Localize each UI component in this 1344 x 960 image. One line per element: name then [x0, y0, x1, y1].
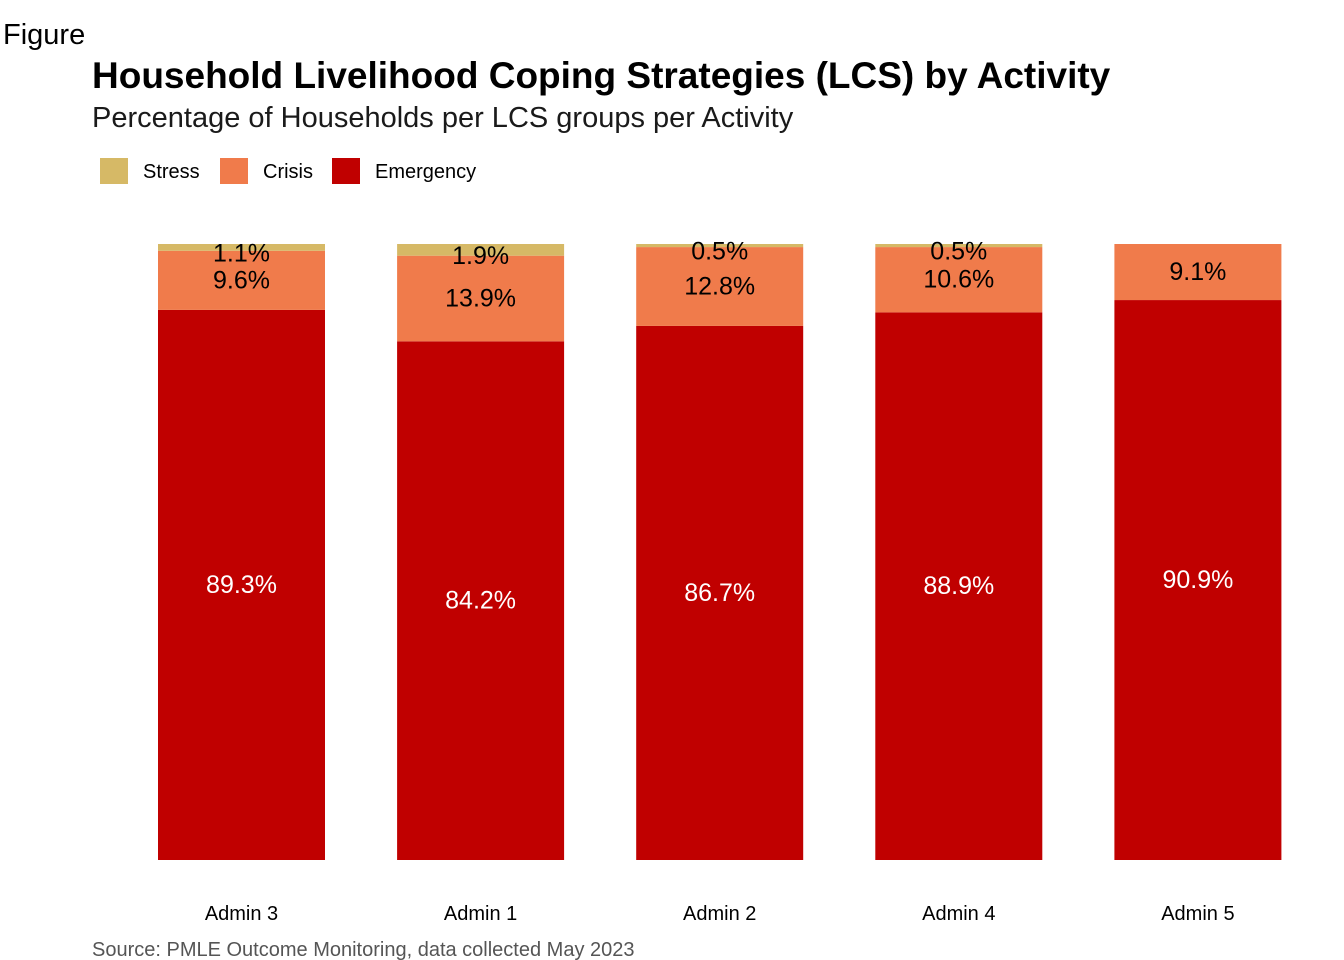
plot-area: 89.3% 84.2% 86.7% 88.9% 90.9% 9.6% 13.9% 12.8% 1… — [158, 238, 1282, 861]
data-label-crisis-admin-3: 9.6% — [213, 266, 270, 294]
data-label-emergency-admin-5: 90.9% — [1162, 566, 1233, 594]
x-tick-label-admin-2: Admin 2 — [683, 903, 756, 925]
data-label-emergency-admin-2: 86.7% — [684, 579, 755, 607]
chart-title: Household Livelihood Coping Strategies (… — [92, 55, 1111, 96]
bar-segment-emergency-admin-2 — [636, 325, 804, 860]
data-label-crisis-admin-5: 9.1% — [1169, 258, 1226, 286]
bar-segment-stress-admin-3 — [158, 244, 325, 251]
x-axis: Admin 3 Admin 1 Admin 2 Admin 4 Admin 5 — [205, 903, 1235, 925]
legend-label-emergency: Emergency — [375, 161, 476, 183]
data-label-emergency-admin-4: 88.9% — [923, 572, 994, 600]
bar-segment-crisis-admin-5 — [1114, 244, 1282, 301]
data-label-crisis-admin-1: 13.9% — [445, 285, 516, 313]
bar-segment-stress-admin-2 — [636, 244, 804, 248]
bars-layer — [158, 244, 1282, 861]
x-tick-label-admin-3: Admin 3 — [205, 903, 278, 925]
bar-segment-crisis-admin-3 — [158, 250, 325, 310]
x-tick-label-admin-1: Admin 1 — [444, 903, 517, 925]
bar-segment-stress-admin-1 — [397, 244, 565, 256]
bar-segment-stress-admin-4 — [875, 244, 1043, 248]
figure-label: Figure — [3, 19, 86, 51]
bar-segment-emergency-admin-4 — [875, 312, 1043, 860]
x-tick-label-admin-4: Admin 4 — [922, 903, 995, 925]
data-label-emergency-admin-1: 84.2% — [445, 587, 516, 615]
legend-swatch-stress — [100, 158, 128, 184]
bar-segment-emergency-admin-3 — [158, 309, 325, 860]
chart-subtitle: Percentage of Households per LCS groups … — [92, 102, 794, 134]
legend-label-stress: Stress — [143, 161, 200, 183]
legend-label-crisis: Crisis — [263, 161, 313, 183]
source-caption: Source: PMLE Outcome Monitoring, data co… — [92, 939, 635, 960]
bar-segment-crisis-admin-1 — [397, 255, 565, 342]
data-label-stress-admin-4: 0.5% — [930, 238, 987, 266]
bar-segment-emergency-admin-1 — [397, 341, 565, 861]
data-label-stress-admin-3: 1.1% — [213, 239, 270, 267]
bar-segment-emergency-admin-5 — [1114, 300, 1282, 860]
data-label-crisis-admin-2: 12.8% — [684, 273, 755, 301]
legend-swatch-emergency — [332, 158, 360, 184]
data-label-stress-admin-1: 1.9% — [452, 242, 509, 270]
x-tick-label-admin-5: Admin 5 — [1161, 903, 1234, 925]
data-label-stress-admin-2: 0.5% — [691, 238, 748, 266]
chart-legend: Stress Crisis Emergency — [100, 158, 476, 184]
data-labels-layer: 89.3% 84.2% 86.7% 88.9% 90.9% 9.6% 13.9% 12.8% 1… — [206, 238, 1233, 615]
bar-segment-crisis-admin-2 — [636, 247, 804, 326]
data-label-crisis-admin-4: 10.6% — [923, 266, 994, 294]
legend-swatch-crisis — [220, 158, 248, 184]
bar-segment-crisis-admin-4 — [875, 247, 1043, 313]
data-label-emergency-admin-3: 89.3% — [206, 571, 277, 599]
